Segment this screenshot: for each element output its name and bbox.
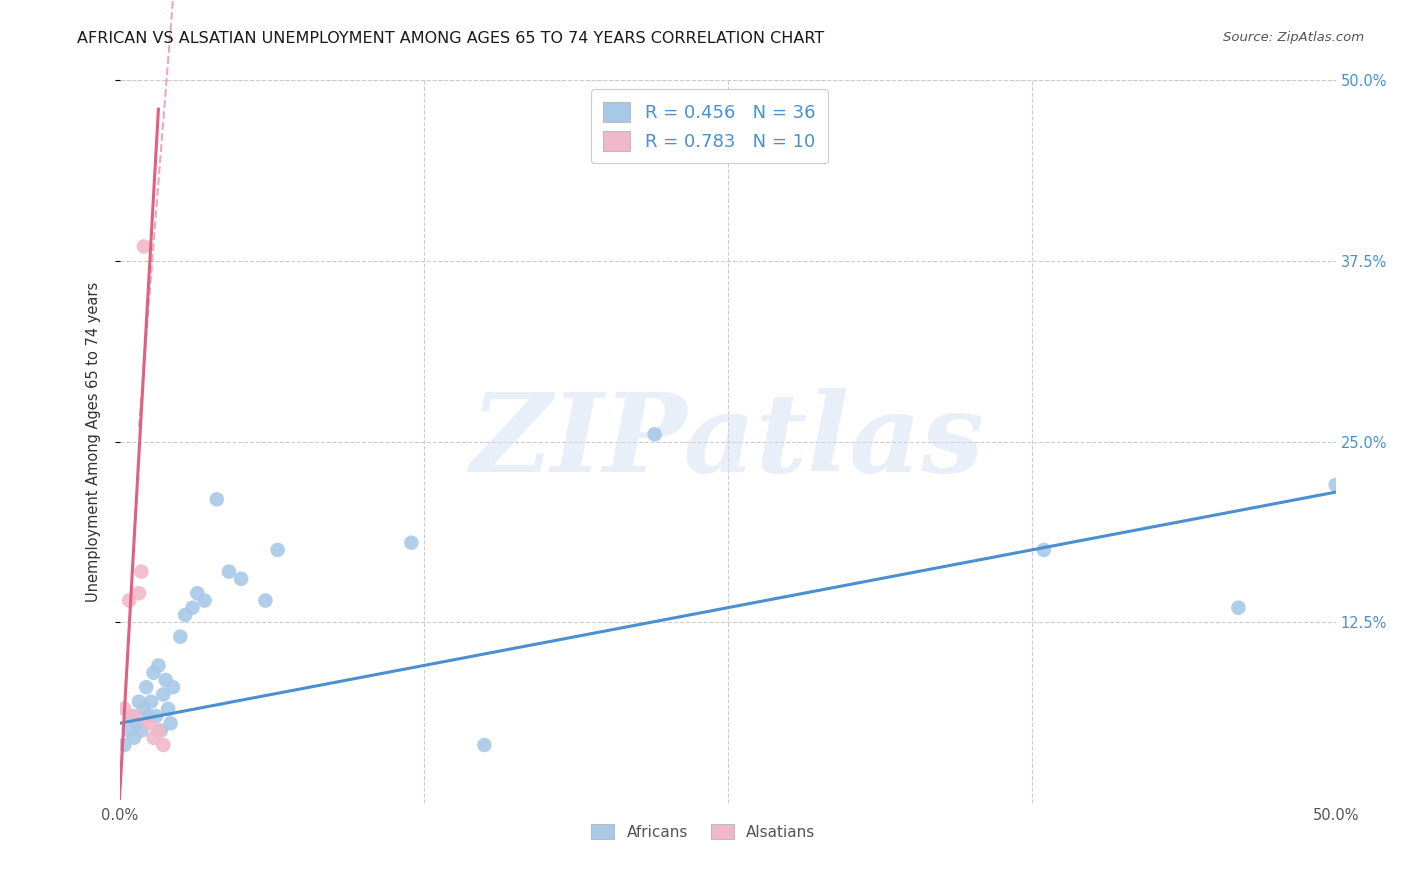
Point <box>1324 478 1347 492</box>
Point <box>1032 542 1054 557</box>
Point <box>112 738 135 752</box>
Point <box>148 658 170 673</box>
Point <box>138 716 160 731</box>
Point <box>218 565 240 579</box>
Point <box>128 695 150 709</box>
Point <box>148 723 170 738</box>
Point <box>132 702 155 716</box>
Point <box>138 709 160 723</box>
Point <box>162 680 184 694</box>
Point <box>112 702 135 716</box>
Point <box>472 738 496 752</box>
Point <box>128 586 150 600</box>
Point <box>181 600 204 615</box>
Point <box>118 723 141 738</box>
Point <box>254 593 277 607</box>
Point <box>644 427 666 442</box>
Point <box>122 709 145 723</box>
Point <box>155 673 177 687</box>
Point <box>231 572 253 586</box>
Point <box>142 665 165 680</box>
Point <box>131 723 153 738</box>
Point <box>401 535 423 549</box>
Legend: Africans, Alsatians: Africans, Alsatians <box>585 818 821 846</box>
Point <box>122 731 145 745</box>
Text: AFRICAN VS ALSATIAN UNEMPLOYMENT AMONG AGES 65 TO 74 YEARS CORRELATION CHART: AFRICAN VS ALSATIAN UNEMPLOYMENT AMONG A… <box>77 31 824 46</box>
Point <box>205 492 228 507</box>
Point <box>118 593 141 607</box>
Point <box>174 607 197 622</box>
Point <box>139 695 162 709</box>
Text: ZIPatlas: ZIPatlas <box>471 388 984 495</box>
Point <box>145 709 167 723</box>
Point <box>135 680 157 694</box>
Point <box>149 723 172 738</box>
Point <box>157 702 180 716</box>
Point <box>194 593 217 607</box>
Text: Source: ZipAtlas.com: Source: ZipAtlas.com <box>1223 31 1364 45</box>
Point <box>132 239 155 253</box>
Point <box>121 709 143 723</box>
Point <box>159 716 181 731</box>
Point <box>186 586 208 600</box>
Point <box>131 565 153 579</box>
Y-axis label: Unemployment Among Ages 65 to 74 years: Unemployment Among Ages 65 to 74 years <box>86 281 101 602</box>
Point <box>1227 600 1250 615</box>
Point <box>152 738 174 752</box>
Point <box>142 731 165 745</box>
Point <box>169 630 191 644</box>
Point <box>152 687 174 701</box>
Point <box>125 716 148 731</box>
Point <box>266 542 288 557</box>
